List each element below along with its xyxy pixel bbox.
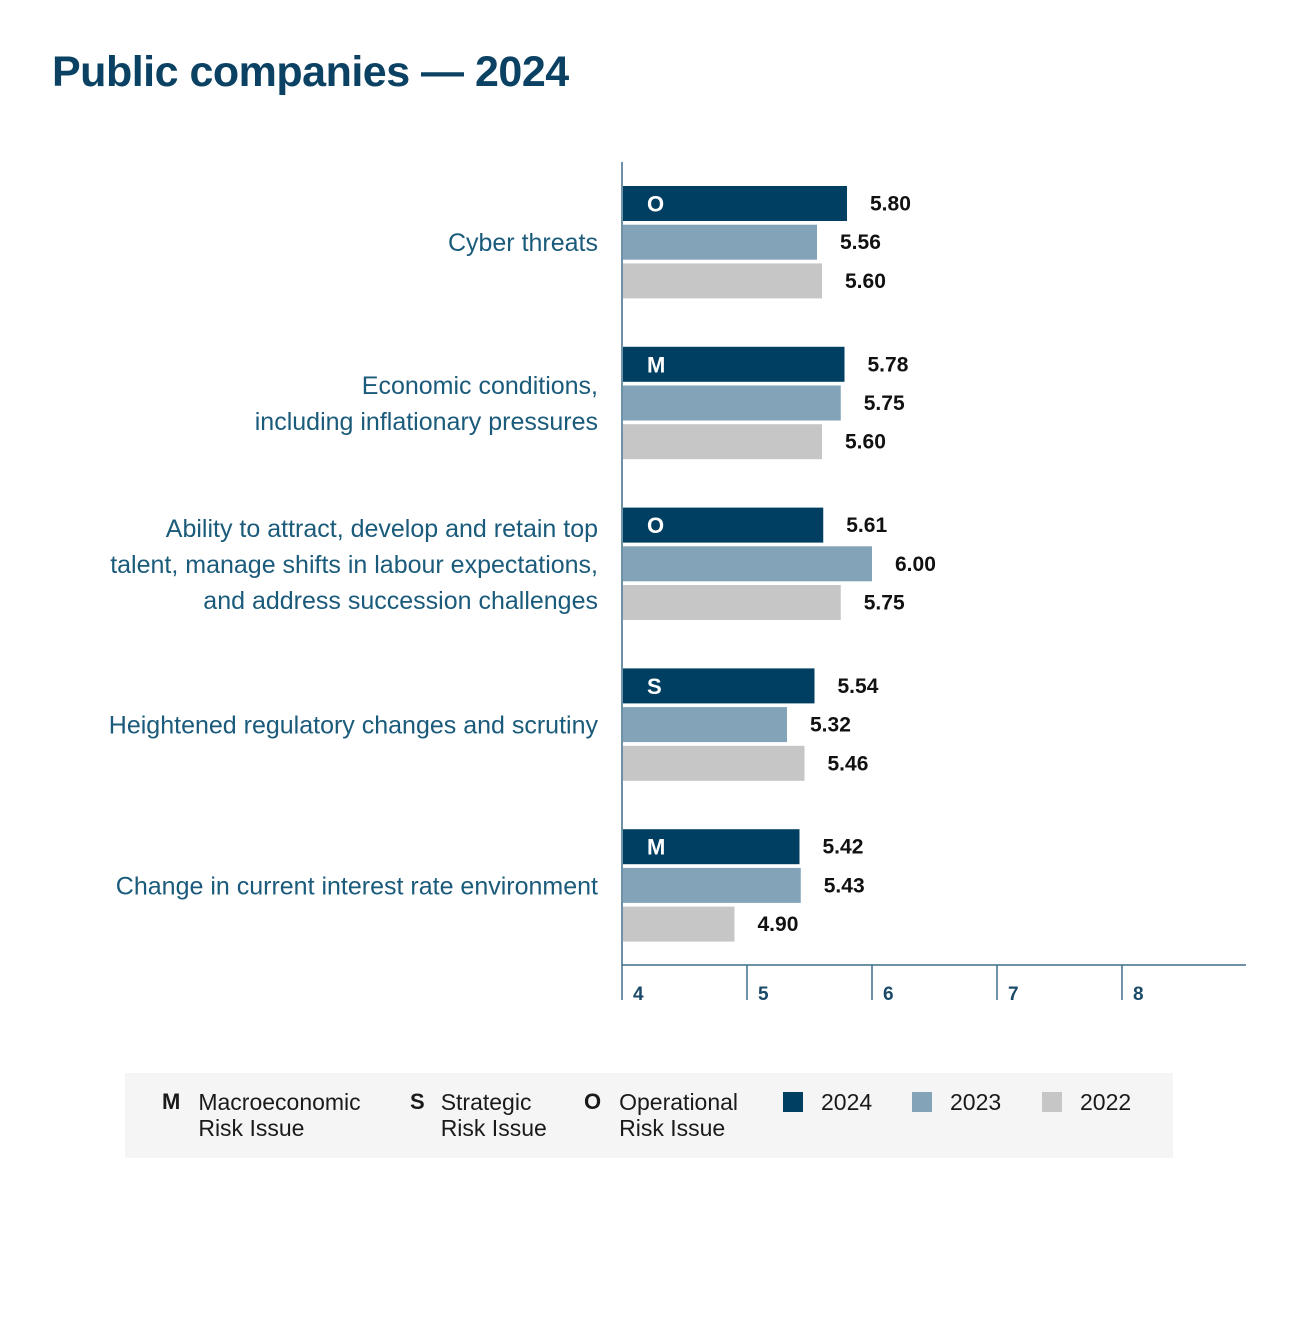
risk-code-label-cat-3: S	[647, 674, 662, 699]
value-label-2023-cat-2: 6.00	[895, 553, 936, 576]
x-tick-label-6: 6	[883, 984, 894, 1005]
legend-label-operational-line1: Operational	[619, 1089, 739, 1115]
value-label-2023-cat-4: 5.43	[824, 874, 865, 897]
risk-code-label-cat-0: O	[647, 192, 664, 217]
legend-code-o: O	[584, 1089, 602, 1114]
bar-2022-cat-3	[623, 745, 805, 781]
bar-2024-cat-2	[623, 507, 824, 543]
legend-label-2024: 2024	[821, 1089, 873, 1115]
legend: M Macroeconomic Risk Issue S Strategic R…	[125, 1073, 1173, 1158]
bar-2024-cat-4	[623, 829, 800, 865]
x-tick-label-4: 4	[633, 984, 644, 1005]
bar-2023-cat-1	[623, 385, 841, 421]
legend-swatch-2023	[912, 1092, 932, 1112]
legend-code-m: M	[162, 1089, 181, 1114]
value-label-2023-cat-3: 5.32	[810, 714, 851, 737]
risk-code-label-cat-1: M	[647, 352, 665, 377]
bar-2024-cat-0	[623, 186, 847, 221]
legend-label-2023: 2023	[950, 1089, 1002, 1115]
risk-code-label-cat-2: O	[647, 513, 664, 538]
legend-item-operational: O Operational Risk Issue	[584, 1089, 738, 1141]
value-label-2023-cat-0: 5.56	[840, 231, 881, 254]
bar-2023-cat-2	[623, 546, 872, 582]
legend-swatch-2022	[1042, 1092, 1062, 1112]
bar-2023-cat-4	[623, 867, 801, 903]
category-label-2-line-0: Ability to attract, develop and retain t…	[166, 515, 598, 543]
legend-label-macroeconomic-line2: Risk Issue	[198, 1115, 305, 1141]
bar-2024-cat-1	[623, 346, 845, 382]
category-label-3-line-0: Heightened regulatory changes and scruti…	[109, 712, 599, 740]
value-label-2022-cat-4: 4.90	[758, 913, 799, 936]
value-label-2022-cat-1: 5.60	[845, 431, 886, 454]
category-label-1-line-0: Economic conditions,	[362, 372, 598, 400]
value-label-2024-cat-4: 5.42	[823, 836, 864, 859]
x-tick-label-7: 7	[1008, 984, 1019, 1005]
value-label-2024-cat-2: 5.61	[846, 514, 887, 537]
bar-chart: 4 5 6 7 8 Cyber threats 5.80 O 5.56 5.60 Economic …	[109, 162, 1246, 1005]
category-label-4-line-0: Change in current interest rate environm…	[116, 872, 598, 900]
bar-2024-cat-3	[623, 668, 815, 704]
legend-label-strategic-line2: Risk Issue	[440, 1115, 547, 1141]
value-label-2022-cat-0: 5.60	[845, 270, 886, 293]
legend-item-2022: 2022	[1042, 1089, 1131, 1115]
x-tick-label-5: 5	[758, 984, 769, 1005]
legend-label-macroeconomic-line1: Macroeconomic	[198, 1089, 361, 1115]
category-label-2-line-2: and address succession challenges	[203, 587, 598, 615]
risk-code-label-cat-4: M	[647, 835, 665, 860]
legend-label-operational-line2: Risk Issue	[619, 1115, 726, 1141]
legend-item-strategic: S Strategic Risk Issue	[410, 1089, 547, 1141]
bar-2023-cat-0	[623, 224, 817, 260]
legend-item-macroeconomic: M Macroeconomic Risk Issue	[162, 1089, 361, 1141]
value-label-2022-cat-2: 5.75	[864, 592, 905, 615]
value-label-2022-cat-3: 5.46	[828, 752, 869, 775]
legend-item-2024: 2024	[783, 1089, 872, 1115]
bar-2022-cat-4	[623, 906, 735, 942]
legend-code-s: S	[410, 1089, 425, 1114]
chart-title: Public companies — 2024	[52, 48, 569, 96]
category-label-2-line-1: talent, manage shifts in labour expectat…	[110, 551, 598, 579]
bar-2022-cat-2	[623, 585, 841, 620]
value-label-2024-cat-0: 5.80	[870, 193, 911, 216]
category-label-1-line-1: including inflationary pressures	[255, 408, 598, 436]
value-label-2024-cat-3: 5.54	[838, 675, 879, 698]
value-label-2023-cat-1: 5.75	[864, 392, 905, 415]
bar-2022-cat-1	[623, 424, 822, 460]
legend-swatch-2024	[783, 1092, 803, 1112]
legend-label-2022: 2022	[1080, 1089, 1132, 1115]
legend-item-2023: 2023	[912, 1089, 1001, 1115]
bar-2023-cat-3	[623, 707, 787, 743]
category-label-0-line-0: Cyber threats	[448, 229, 598, 257]
bar-2022-cat-0	[623, 263, 822, 299]
value-label-2024-cat-1: 5.78	[868, 353, 909, 376]
x-tick-label-8: 8	[1133, 984, 1144, 1005]
legend-label-strategic-line1: Strategic	[440, 1089, 532, 1115]
